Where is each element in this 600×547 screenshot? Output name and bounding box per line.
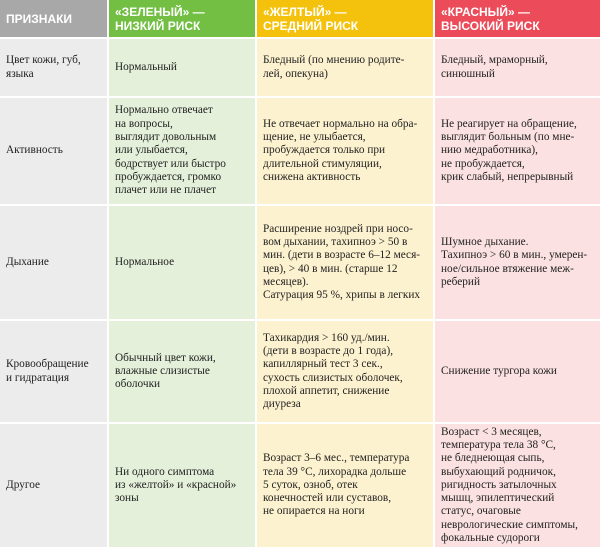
text-line: Шумное дыхание. [441, 235, 529, 248]
table-cell: Возраст < 3 месяцев, температура тела 38 … [435, 424, 600, 547]
text-line: «ЗЕЛЕНЫЙ» — [115, 4, 205, 19]
text-line: Ни одного симптома [115, 465, 215, 478]
text-line: температура тела 38 °C, [441, 438, 556, 451]
table-cell: Другое [0, 424, 107, 547]
text-line: (дети в возрасте до 1 года), [263, 344, 394, 357]
text-line: длительной стимуляции, [263, 157, 382, 170]
text-line: пробуждается, громко [115, 170, 222, 183]
text-line: цев), > 40 в мин. (старше 12 [263, 262, 398, 275]
text-line: Бледный (по мнению родите- [263, 54, 405, 67]
text-line: месяцев). [263, 275, 309, 288]
text-line: Сатурация 95 %, хрипы в легких [263, 289, 421, 302]
text-line: Бледный, мраморный, [441, 54, 548, 67]
text-line: Нормальный [115, 60, 177, 73]
table-cell: Цвет кожи, губ, языка [0, 39, 107, 96]
text-line: Тахикардия > 160 уд./мин. [263, 331, 390, 344]
text-line: конечностей или суставов, [263, 492, 392, 505]
table-cell: Нормальный [109, 39, 255, 96]
text-line: нию медработника), [441, 144, 538, 157]
text-line: пробуждается только при [263, 144, 386, 157]
table-cell: Не отвечает нормально на обра-щение, не … [257, 98, 433, 204]
text-line: сухость слизистых оболочек, [263, 371, 403, 384]
text-line: языка [6, 67, 34, 80]
text-line: мышц, эпилептический [441, 492, 555, 505]
text-line: Расширение ноздрей при носо- [263, 222, 413, 235]
header-cell: «ЗЕЛЕНЫЙ» — НИЗКИЙ РИСК [109, 0, 255, 37]
text-line: и гидратация [6, 371, 70, 384]
text-line: ВЫСОКИЙ РИСК [441, 18, 540, 33]
table-cell: Не реагирует на обращение, выглядит больн… [435, 98, 600, 204]
text-line: Снижение тургора кожи [441, 364, 557, 377]
text-line: крик слабый, непрерывный [441, 170, 574, 183]
text-line: Дыхание [6, 255, 49, 268]
text-line: или улыбается, [115, 144, 188, 157]
table-cell: Снижение тургора кожи [435, 321, 600, 422]
text-line: диуреза [263, 398, 301, 411]
text-line: плачет или не плачет [115, 184, 217, 197]
text-line: не опирается на ноги [263, 505, 365, 518]
table-cell: Нормально отвечает на вопросы, выглядит до… [109, 98, 255, 204]
header-cell: «КРАСНЫЙ» — ВЫСОКИЙ РИСК [435, 0, 600, 37]
table-cell: Ни одного симптома из «желтой» и «красной… [109, 424, 255, 547]
table-cell: Нормальное [109, 206, 255, 319]
table-cell: Возраст 3–6 мес., температура тела 39 °C,… [257, 424, 433, 547]
text-line: ное/сильное втяжение меж- [441, 262, 574, 275]
text-line: Активность [6, 144, 63, 157]
header-cell: «ЖЕЛТЫЙ» — СРЕДНИЙ РИСК [257, 0, 433, 37]
text-line: ПРИЗНАКИ [6, 11, 73, 26]
text-line: «ЖЕЛТЫЙ» — [263, 4, 347, 19]
text-line: зоны [115, 492, 139, 505]
text-line: бодрствует или быстро [115, 157, 226, 170]
text-line: Возраст 3–6 мес., температура [263, 452, 410, 465]
header-cell: ПРИЗНАКИ [0, 0, 107, 37]
text-line: 5 суток, озноб, отек [263, 478, 358, 491]
text-line: выглядит больным (по мне- [441, 131, 575, 144]
text-line: влажные слизистые [115, 364, 210, 377]
table-cell: Активность [0, 98, 107, 204]
table-cell: Кровообращение и гидратация [0, 321, 107, 422]
text-line: Другое [6, 478, 41, 491]
text-line: Не реагирует на обращение, [441, 117, 577, 130]
table-cell: Дыхание [0, 206, 107, 319]
text-line: синюшный [441, 67, 495, 80]
text-line: лей, опекуна) [263, 67, 328, 80]
table-cell: Бледный (по мнению родите-лей, опекуна) [257, 39, 433, 96]
text-line: фокальные судороги [441, 532, 540, 545]
text-line: оболочки [115, 378, 161, 391]
text-line: Не отвечает нормально на обра- [263, 117, 418, 130]
text-line: вом дыхании, тахипноэ > 50 в [263, 235, 408, 248]
text-line: Возраст < 3 месяцев, [441, 425, 542, 438]
table-cell: Бледный, мраморный, синюшный [435, 39, 600, 96]
text-line: выглядит довольным [115, 131, 217, 144]
text-line: Нормальное [115, 255, 175, 268]
text-line: не пробуждается, [441, 157, 525, 170]
text-line: статус, очаговые [441, 505, 521, 518]
table-cell: Шумное дыхание. Тахипноэ > 60 в мин., уме… [435, 206, 600, 319]
text-line: мин. (дети в возрасте 6–12 меся- [263, 249, 421, 262]
text-line: Обычный цвет кожи, [115, 351, 216, 364]
text-line: Тахипноэ > 60 в мин., умерен- [441, 249, 588, 262]
text-line: плохой аппетит, снижение [263, 384, 390, 397]
table-cell: Расширение ноздрей при носо-вом дыхании,… [257, 206, 433, 319]
text-line: тела 39 °C, лихорадка дольше [263, 465, 407, 478]
text-line: Цвет кожи, губ, [6, 54, 81, 67]
text-line: ригидность затылочных [441, 478, 557, 491]
table-cell: Тахикардия > 160 уд./мин. (дети в возраст… [257, 321, 433, 422]
text-line: щение, не улыбается, [263, 131, 366, 144]
text-line: из «желтой» и «красной» [115, 478, 237, 491]
text-line: капиллярный тест 3 сек., [263, 358, 383, 371]
text-line: снижена активность [263, 170, 361, 183]
text-line: выбухающий родничок, [441, 465, 556, 478]
text-line: «КРАСНЫЙ» — [441, 4, 531, 19]
text-line: Кровообращение [6, 358, 89, 371]
text-line: не бледнеющая сыпь, [441, 452, 545, 465]
text-line: СРЕДНИЙ РИСК [263, 18, 359, 33]
text-line: неврологические симптомы, [441, 518, 578, 531]
text-line: Нормально отвечает [115, 104, 213, 117]
text-line: реберий [441, 275, 481, 288]
text-line: НИЗКИЙ РИСК [115, 18, 201, 33]
table-cell: Обычный цвет кожи, влажные слизистые оболо… [109, 321, 255, 422]
text-line: на вопросы, [115, 117, 173, 130]
